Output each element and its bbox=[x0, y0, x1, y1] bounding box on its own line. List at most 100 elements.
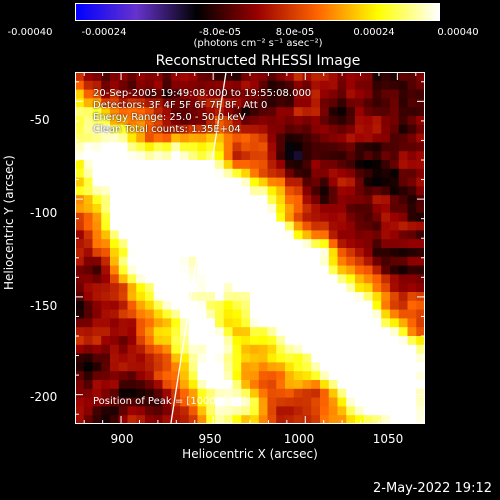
heatmap-cell bbox=[101, 230, 111, 240]
heatmap-cell bbox=[232, 397, 242, 407]
heatmap-cell bbox=[83, 371, 94, 381]
heatmap-cell bbox=[363, 116, 374, 126]
heatmap-cell bbox=[223, 300, 234, 311]
heatmap-cell bbox=[136, 309, 146, 319]
heatmap-cell bbox=[311, 248, 321, 258]
heatmap-cell bbox=[197, 186, 207, 196]
heatmap-cell bbox=[293, 230, 304, 240]
heatmap-cell bbox=[153, 371, 164, 381]
heatmap-cell bbox=[276, 195, 286, 205]
heatmap-cell bbox=[381, 380, 391, 390]
heatmap-cell bbox=[398, 327, 409, 337]
heatmap-cell bbox=[258, 98, 269, 108]
heatmap-cell bbox=[171, 80, 181, 91]
heatmap-cell bbox=[223, 380, 234, 390]
heatmap-cell bbox=[363, 327, 374, 337]
heatmap-cell bbox=[197, 300, 207, 311]
heatmap-cell bbox=[127, 195, 137, 205]
heatmap-cell bbox=[241, 388, 251, 399]
heatmap-cell bbox=[311, 133, 321, 143]
heatmap-cell bbox=[390, 327, 400, 337]
heatmap-cell bbox=[346, 204, 356, 214]
heatmap-cell bbox=[267, 415, 277, 424]
heatmap-cell bbox=[250, 72, 260, 82]
heatmap-cell bbox=[276, 415, 286, 424]
heatmap-cell bbox=[118, 168, 129, 179]
heatmap-cell bbox=[267, 89, 277, 99]
heatmap-cell bbox=[223, 397, 234, 407]
heatmap-cell bbox=[355, 160, 365, 170]
heatmap-cell bbox=[145, 388, 155, 399]
heatmap-cell bbox=[171, 107, 181, 117]
heatmap-cell bbox=[293, 380, 304, 390]
heatmap-cell bbox=[180, 107, 190, 117]
heatmap-cell bbox=[101, 274, 111, 284]
heatmap-cell bbox=[180, 221, 190, 231]
heatmap-cell bbox=[197, 256, 207, 267]
heatmap-cell bbox=[241, 371, 251, 381]
heatmap-cell bbox=[372, 380, 382, 390]
heatmap-cell bbox=[206, 353, 216, 363]
heatmap-cell bbox=[276, 283, 286, 293]
heatmap-cell bbox=[180, 353, 190, 363]
heatmap-cell bbox=[145, 397, 155, 407]
heatmap-cell bbox=[381, 265, 391, 275]
y-tick-label: -50 bbox=[30, 113, 50, 127]
heatmap-cell bbox=[258, 336, 269, 346]
heatmap-cell bbox=[180, 80, 190, 91]
heatmap-cell bbox=[311, 318, 321, 328]
heatmap-cell bbox=[258, 107, 269, 117]
heatmap-cell bbox=[381, 256, 391, 267]
heatmap-cell bbox=[258, 204, 269, 214]
heatmap-cell bbox=[197, 353, 207, 363]
heatmap-cell bbox=[153, 309, 164, 319]
heatmap-cell bbox=[110, 186, 120, 196]
heatmap-cell bbox=[372, 415, 382, 424]
heatmap-cell bbox=[197, 362, 207, 372]
heatmap-cell bbox=[75, 318, 85, 328]
heatmap-cell bbox=[337, 327, 347, 337]
heatmap-cell bbox=[180, 344, 190, 355]
heatmap-cell bbox=[101, 300, 111, 311]
heatmap-cell bbox=[407, 98, 417, 108]
heatmap-cell bbox=[363, 107, 374, 117]
heatmap-cell bbox=[276, 274, 286, 284]
heatmap-cell bbox=[267, 160, 277, 170]
heatmap-cell bbox=[258, 230, 269, 240]
heatmap-cell bbox=[320, 256, 330, 267]
heatmap-cell bbox=[416, 221, 425, 231]
heatmap-cell bbox=[162, 274, 172, 284]
heatmap-cell bbox=[267, 265, 277, 275]
heatmap-cell bbox=[311, 292, 321, 302]
heatmap-cell bbox=[302, 107, 312, 117]
heatmap-cell bbox=[267, 168, 277, 179]
heatmap-cell bbox=[320, 309, 330, 319]
heatmap-cell bbox=[232, 415, 242, 424]
heatmap-cell bbox=[101, 204, 111, 214]
heatmap-cell bbox=[136, 362, 146, 372]
heatmap-cell bbox=[381, 168, 391, 179]
heatmap-cell bbox=[83, 177, 94, 187]
heatmap-cell bbox=[372, 265, 382, 275]
heatmap-cell bbox=[363, 151, 374, 161]
heatmap-cell bbox=[232, 221, 242, 231]
heatmap-cell bbox=[136, 336, 146, 346]
heatmap-cell bbox=[197, 292, 207, 302]
heatmap-cell bbox=[118, 265, 129, 275]
heatmap-cell bbox=[398, 230, 409, 240]
heatmap-cell bbox=[171, 133, 181, 143]
heatmap-cell bbox=[302, 256, 312, 267]
heatmap-cell bbox=[180, 309, 190, 319]
heatmap-cell bbox=[355, 221, 365, 231]
heatmap-cell bbox=[285, 256, 295, 267]
heatmap-cell bbox=[276, 327, 286, 337]
heatmap-cell bbox=[250, 116, 260, 126]
heatmap-cell bbox=[276, 151, 286, 161]
heatmap-cell bbox=[372, 406, 382, 416]
heatmap-cell bbox=[180, 160, 190, 170]
heatmap-cell bbox=[92, 362, 102, 372]
heatmap-cell bbox=[258, 362, 269, 372]
heatmap-cell bbox=[206, 177, 216, 187]
heatmap-cell bbox=[355, 133, 365, 143]
heatmap-cell bbox=[206, 107, 216, 117]
